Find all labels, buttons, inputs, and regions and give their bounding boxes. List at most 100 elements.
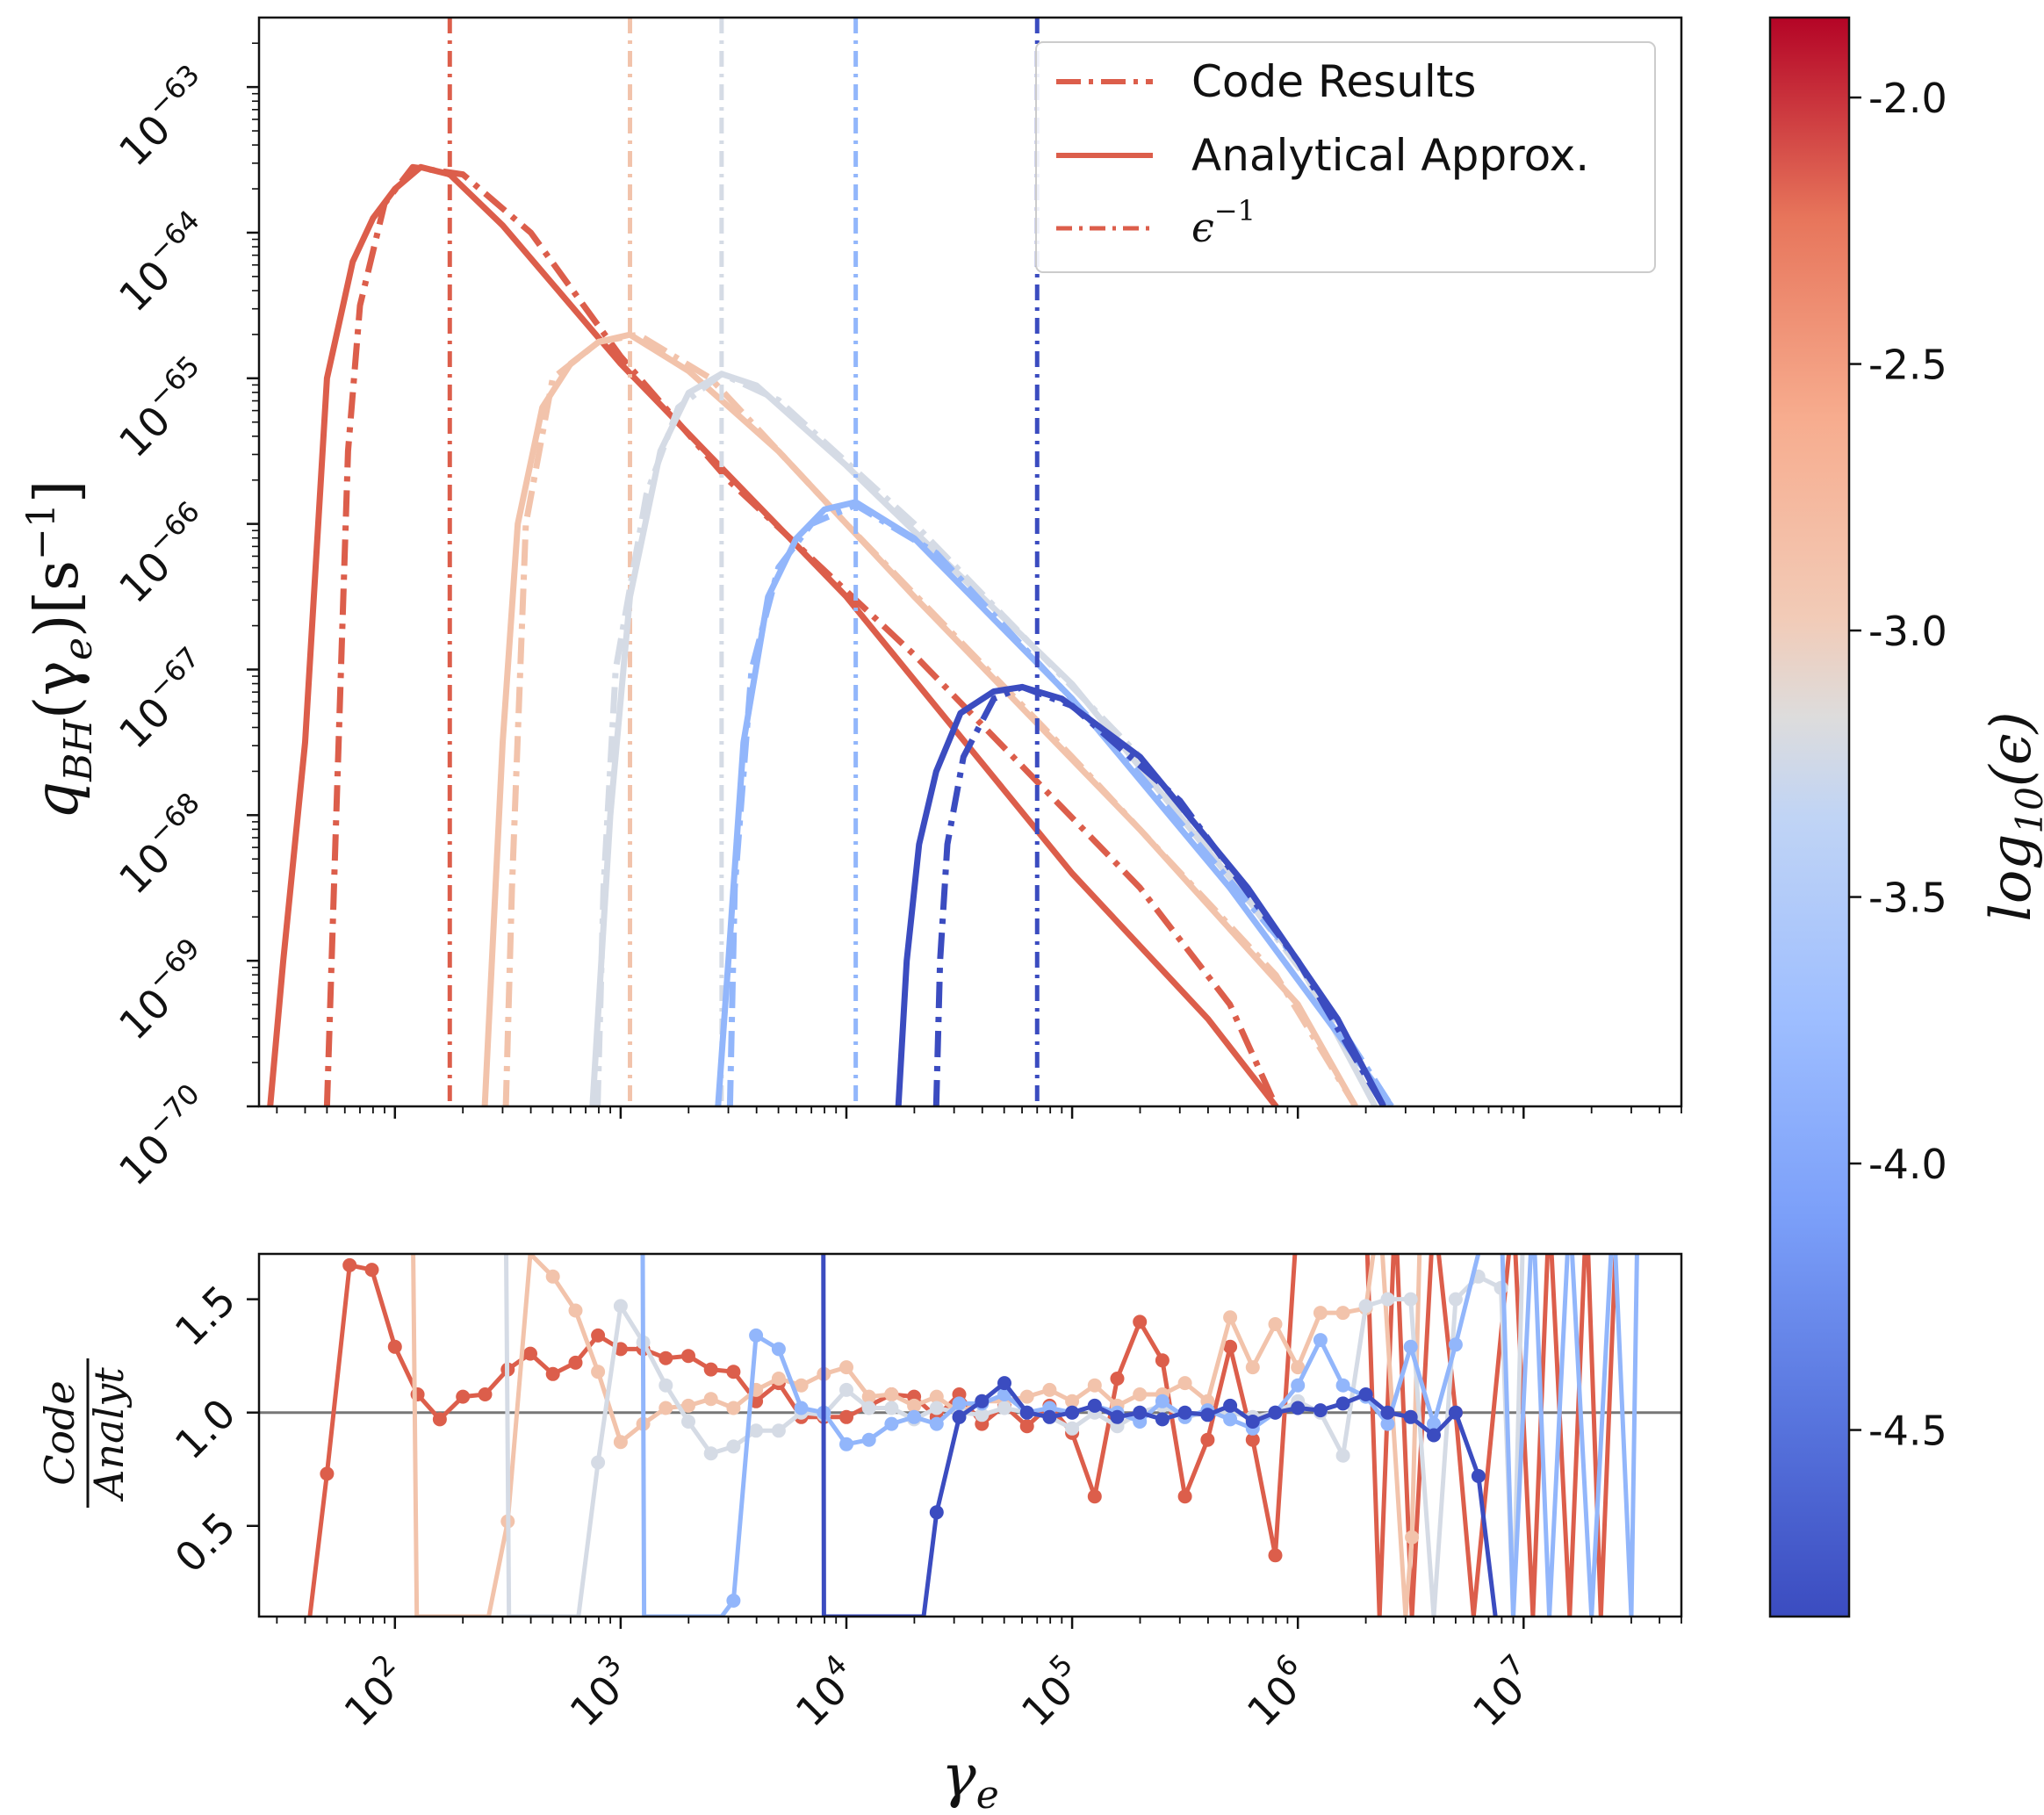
- ratio-point-4-7: [1019, 1405, 1034, 1420]
- ratio-point-2-7: [681, 1415, 695, 1429]
- ratio-point-4-19: [1291, 1401, 1306, 1415]
- ratio-point-0-8: [478, 1387, 493, 1401]
- ratio-point-1-44: [1405, 1530, 1420, 1545]
- ratio-point-0-19: [726, 1365, 741, 1379]
- ratio-plot-lines: [259, 1254, 1681, 1617]
- ratio-point-3-35: [1448, 1337, 1463, 1352]
- ratio-point-4-25: [1427, 1428, 1441, 1443]
- ratio-point-1-21: [907, 1398, 922, 1413]
- ratio-point-2-11: [771, 1423, 786, 1438]
- x-tick-label-1: 103: [555, 1647, 643, 1735]
- main-y-tick-label-2: 10−65: [104, 349, 222, 466]
- ratio-point-1-22: [929, 1389, 944, 1404]
- ratio-point-4-12: [1133, 1405, 1148, 1420]
- colorbar-frame: [1768, 16, 1851, 1618]
- ratio-point-1-13: [726, 1401, 741, 1415]
- ratio-point-1-39: [1313, 1306, 1328, 1321]
- code-curve-2: [594, 371, 1378, 1106]
- ratio-point-3-12: [929, 1416, 944, 1431]
- colorbar-tick-label-0: -2.0: [1868, 75, 1947, 122]
- code-curve-4: [932, 683, 1386, 1106]
- ratio-point-0-3: [364, 1263, 379, 1278]
- ratio-point-3-29: [1313, 1333, 1328, 1348]
- legend-analytical-approx: Analytical Approx.: [1191, 130, 1589, 181]
- ratio-point-1-36: [1245, 1360, 1260, 1375]
- ratio-point-4-27: [1471, 1469, 1486, 1483]
- ratio-point-4-14: [1177, 1405, 1192, 1420]
- ratio-point-2-41: [1448, 1292, 1463, 1307]
- ratio-point-3-5: [771, 1342, 786, 1357]
- ratio-point-4-21: [1335, 1396, 1350, 1411]
- ratio-point-3-8: [839, 1437, 853, 1451]
- ratio-point-0-2: [342, 1257, 357, 1272]
- ratio-point-3-10: [884, 1416, 899, 1431]
- ratio-curve-3: [640, 1254, 1639, 1617]
- main-y-tick-label-5: 10−68: [104, 786, 222, 904]
- ratio-point-2-4: [613, 1299, 628, 1314]
- ratio-point-0-10: [523, 1346, 537, 1361]
- ratio-point-4-11: [1110, 1409, 1125, 1424]
- ratio-y-label-denominator: Analyt: [85, 1367, 133, 1502]
- ratio-point-3-13: [952, 1396, 967, 1411]
- ratio-point-1-8: [613, 1435, 628, 1450]
- ratio-y-tick-label-0: 0.5: [166, 1502, 245, 1581]
- ratio-point-1-6: [568, 1303, 583, 1318]
- ratio-point-3-33: [1403, 1339, 1418, 1354]
- x-tick-label-0: 102: [329, 1647, 417, 1735]
- ratio-point-1-7: [591, 1365, 606, 1379]
- analytic-curve-0: [267, 163, 1279, 1106]
- ratio-point-0-32: [1019, 1419, 1034, 1434]
- ratio-point-0-36: [1110, 1372, 1125, 1386]
- colorbar-ticks: -2.0 -2.5 -3.0 -3.5 -4.0 -4.5: [1849, 75, 1947, 1455]
- x-axis-label: γe: [941, 1742, 999, 1815]
- ratio-point-2-3: [591, 1455, 606, 1470]
- colorbar-tick-label-5: -4.5: [1868, 1408, 1947, 1455]
- ratio-point-3-4: [749, 1328, 764, 1343]
- ratio-point-4-26: [1448, 1405, 1463, 1420]
- colorbar-tick-label-2: -3.0: [1868, 608, 1947, 655]
- main-y-tick-label-1: 10−64: [104, 204, 222, 321]
- ratio-point-0-6: [432, 1412, 447, 1427]
- ratio-point-1-40: [1335, 1306, 1350, 1321]
- ratio-point-1-18: [839, 1360, 853, 1375]
- main-y-tick-label-7: 10−70: [104, 1077, 222, 1195]
- ratio-point-2-18: [929, 1401, 944, 1415]
- ratio-point-4-9: [1065, 1405, 1080, 1420]
- ratio-point-1-16: [794, 1378, 809, 1393]
- legend: Code Results Analytical Approx. ϵ−1: [1035, 41, 1656, 273]
- colorbar: -2.0 -2.5 -3.0 -3.5 -4.0 -4.5 log10(ϵ): [1768, 16, 2044, 1618]
- code-curve-3: [726, 501, 1394, 1106]
- ratio-point-4-20: [1313, 1403, 1328, 1418]
- ratio-point-2-43: [1493, 1280, 1508, 1295]
- ratio-point-3-9: [861, 1432, 876, 1447]
- ratio-point-1-33: [1177, 1376, 1192, 1391]
- ratio-point-4-3: [929, 1505, 944, 1520]
- ratio-point-3-25: [1223, 1412, 1238, 1427]
- main-y-tick-label-0: 10−63: [104, 58, 222, 176]
- ratio-point-3-3: [726, 1593, 741, 1608]
- ratio-point-4-22: [1358, 1387, 1373, 1401]
- colorbar-label: log10(ϵ): [1979, 711, 2044, 921]
- main-y-tick-label-3: 10−66: [104, 494, 222, 612]
- ratio-point-0-37: [1133, 1314, 1148, 1329]
- ratio-point-2-14: [839, 1382, 853, 1397]
- ratio-curve-1: [411, 1254, 1422, 1617]
- main-plot-lines: [267, 18, 1394, 1106]
- ratio-point-1-35: [1223, 1310, 1238, 1325]
- ratio-point-4-4: [952, 1409, 967, 1424]
- ratio-point-1-37: [1268, 1317, 1283, 1331]
- ratio-point-4-13: [1155, 1412, 1170, 1427]
- ratio-point-0-24: [839, 1409, 853, 1424]
- ratio-point-3-11: [907, 1409, 922, 1424]
- ratio-point-1-12: [703, 1392, 718, 1407]
- ratio-point-4-5: [975, 1394, 990, 1408]
- ratio-point-0-13: [591, 1328, 606, 1343]
- analytic-curve-4: [895, 683, 1386, 1106]
- ratio-point-4-10: [1087, 1398, 1102, 1413]
- legend-code-results: Code Results: [1191, 56, 1476, 107]
- ratio-point-0-39: [1177, 1489, 1192, 1504]
- ratio-point-2-20: [975, 1408, 990, 1422]
- ratio-point-2-15: [861, 1401, 876, 1415]
- colorbar-tick-label-1: -2.5: [1868, 342, 1947, 389]
- ratio-point-0-17: [681, 1349, 695, 1364]
